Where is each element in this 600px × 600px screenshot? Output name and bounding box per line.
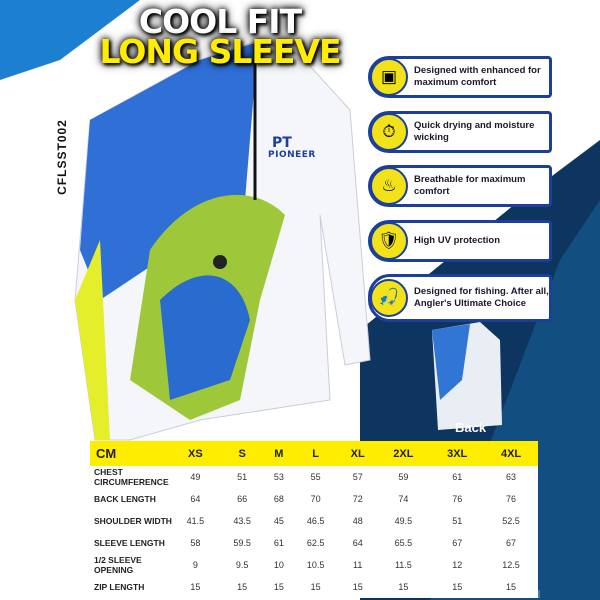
- table-cell: 67: [506, 538, 517, 548]
- table-cell: 66: [237, 494, 248, 504]
- title-line-2: LONG SLEEVE: [99, 32, 341, 71]
- table-cell: 9: [192, 560, 198, 570]
- table-cell: 12: [452, 560, 463, 570]
- header-cell: M: [265, 441, 293, 466]
- feature-text: Designed with enhanced for maximum comfo…: [414, 65, 541, 88]
- table-cell: 64: [190, 494, 201, 504]
- table-cell: 41.5: [186, 516, 205, 526]
- table-cell: 67: [452, 538, 463, 548]
- table-cell: 51: [452, 516, 463, 526]
- table-cell: 49: [190, 472, 201, 482]
- top-left-blue-shape: [0, 0, 140, 80]
- table-cell: 57: [352, 472, 363, 482]
- table-cell: 45: [273, 516, 284, 526]
- table-cell: 70: [310, 494, 321, 504]
- table-cell: 15: [506, 582, 517, 592]
- size-chart-table: CM XS S M L XL 2XL 3XL 4XL CHEST CIRCUMF…: [90, 441, 538, 598]
- table-cell: 15: [398, 582, 409, 592]
- table-cell: 52.5: [502, 516, 520, 526]
- table-cell: 15: [190, 582, 201, 592]
- header-cell: 2XL: [376, 441, 431, 466]
- table-cell: 15: [273, 582, 284, 592]
- row-label: SLEEVE LENGTH: [94, 538, 165, 548]
- table-cell: 48: [352, 516, 363, 526]
- feature-text: Breathable for maximum comfort: [414, 174, 526, 197]
- table-cell: 10.5: [306, 560, 325, 570]
- table-row: CHEST CIRCUMFERENCE 49 51 53 55 57 59 61 63: [90, 466, 538, 488]
- jersey-front-image: PT: [74, 39, 371, 441]
- table-cell: 9.5: [235, 560, 249, 570]
- table-row: 1/2 SLEEVE OPENING 9 9.5 10 10.5 11 11.5 12 12.5: [90, 554, 538, 576]
- jersey-back-thumbnail: [432, 322, 502, 430]
- table-row: ZIP LENGTH 15 15 15 15 15 15 15 15: [90, 576, 538, 598]
- table-cell: 15: [237, 582, 248, 592]
- header-cell: 4XL: [484, 441, 538, 466]
- table-cell: 65.5: [394, 538, 413, 548]
- table-cell: 58: [190, 538, 201, 548]
- table-cell: 64: [352, 538, 363, 548]
- table-cell: 11: [353, 560, 363, 570]
- table-cell: 11.5: [394, 560, 412, 570]
- feature-uv: 🛡 High UV protection: [368, 220, 552, 262]
- feature-text: Quick drying and moisture wicking: [414, 120, 535, 143]
- table-cell: 51: [237, 472, 248, 482]
- table-row: SHOULDER WIDTH 41.5 43.5 45 46.5 48 49.5 51 52.5: [90, 510, 538, 532]
- brand-name: PIONEER: [268, 150, 316, 160]
- table-cell: 76: [506, 494, 517, 504]
- header-cell: CM: [90, 441, 172, 466]
- feature-quick-dry: ⏱ Quick drying and moisture wicking: [368, 111, 552, 153]
- table-cell: 72: [352, 494, 363, 504]
- feature-text: Designed for fishing. After all, Angler'…: [414, 286, 549, 309]
- product-code: CFLSST002: [54, 119, 69, 195]
- header-cell: S: [218, 441, 266, 466]
- stopwatch-icon: ⏱: [370, 113, 408, 151]
- row-label: SHOULDER WIDTH: [94, 516, 172, 526]
- table-cell: 55: [310, 472, 321, 482]
- title-line-1: COOL FIT: [138, 2, 302, 41]
- table-cell: 59.5: [233, 538, 251, 548]
- feature-comfort: ▣ Designed with enhanced for maximum comf…: [368, 56, 552, 98]
- breathable-fabric-icon: ♨: [370, 167, 408, 205]
- row-label: ZIP LENGTH: [94, 582, 145, 592]
- table-row: BACK LENGTH 64 66 68 70 72 74 76 76: [90, 488, 538, 510]
- size-chart-header: CM XS S M L XL 2XL 3XL 4XL: [90, 441, 538, 466]
- uv-shield-icon: 🛡: [370, 222, 408, 260]
- table-cell: 74: [398, 494, 409, 504]
- header-cell: XS: [172, 441, 219, 466]
- header-cell: 3XL: [430, 441, 485, 466]
- stretch-fabric-icon: ▣: [370, 58, 408, 96]
- row-label: BACK LENGTH: [94, 494, 156, 504]
- table-cell: 76: [452, 494, 463, 504]
- brand-logo-mark: PT: [272, 135, 292, 151]
- feature-text: High UV protection: [414, 235, 501, 247]
- feature-breathable: ♨ Breathable for maximum comfort: [368, 165, 552, 207]
- table-cell: 43.5: [233, 516, 251, 526]
- table-row: SLEEVE LENGTH 58 59.5 61 62.5 64 65.5 67 67: [90, 532, 538, 554]
- fishing-rod-icon: 🎣: [370, 279, 408, 317]
- header-cell: L: [292, 441, 339, 466]
- row-label: 1/2 SLEEVE OPENING: [94, 555, 142, 575]
- table-cell: 63: [506, 472, 517, 482]
- table-cell: 61: [452, 472, 463, 482]
- table-cell: 59: [398, 472, 409, 482]
- table-cell: 10: [273, 560, 284, 570]
- table-cell: 62.5: [306, 538, 325, 548]
- table-cell: 49.5: [394, 516, 413, 526]
- table-cell: 53: [273, 472, 284, 482]
- table-cell: 46.5: [306, 516, 325, 526]
- table-cell: 61: [273, 538, 284, 548]
- table-cell: 15: [452, 582, 463, 592]
- row-label: CHEST CIRCUMFERENCE: [94, 467, 169, 487]
- table-cell: 15: [310, 582, 321, 592]
- table-cell: 12.5: [502, 560, 520, 570]
- back-label: Back: [455, 420, 487, 435]
- table-cell: 15: [352, 582, 363, 592]
- table-cell: 68: [273, 494, 284, 504]
- feature-fishing: 🎣 Designed for fishing. After all, Angler…: [368, 274, 552, 322]
- header-cell: XL: [338, 441, 377, 466]
